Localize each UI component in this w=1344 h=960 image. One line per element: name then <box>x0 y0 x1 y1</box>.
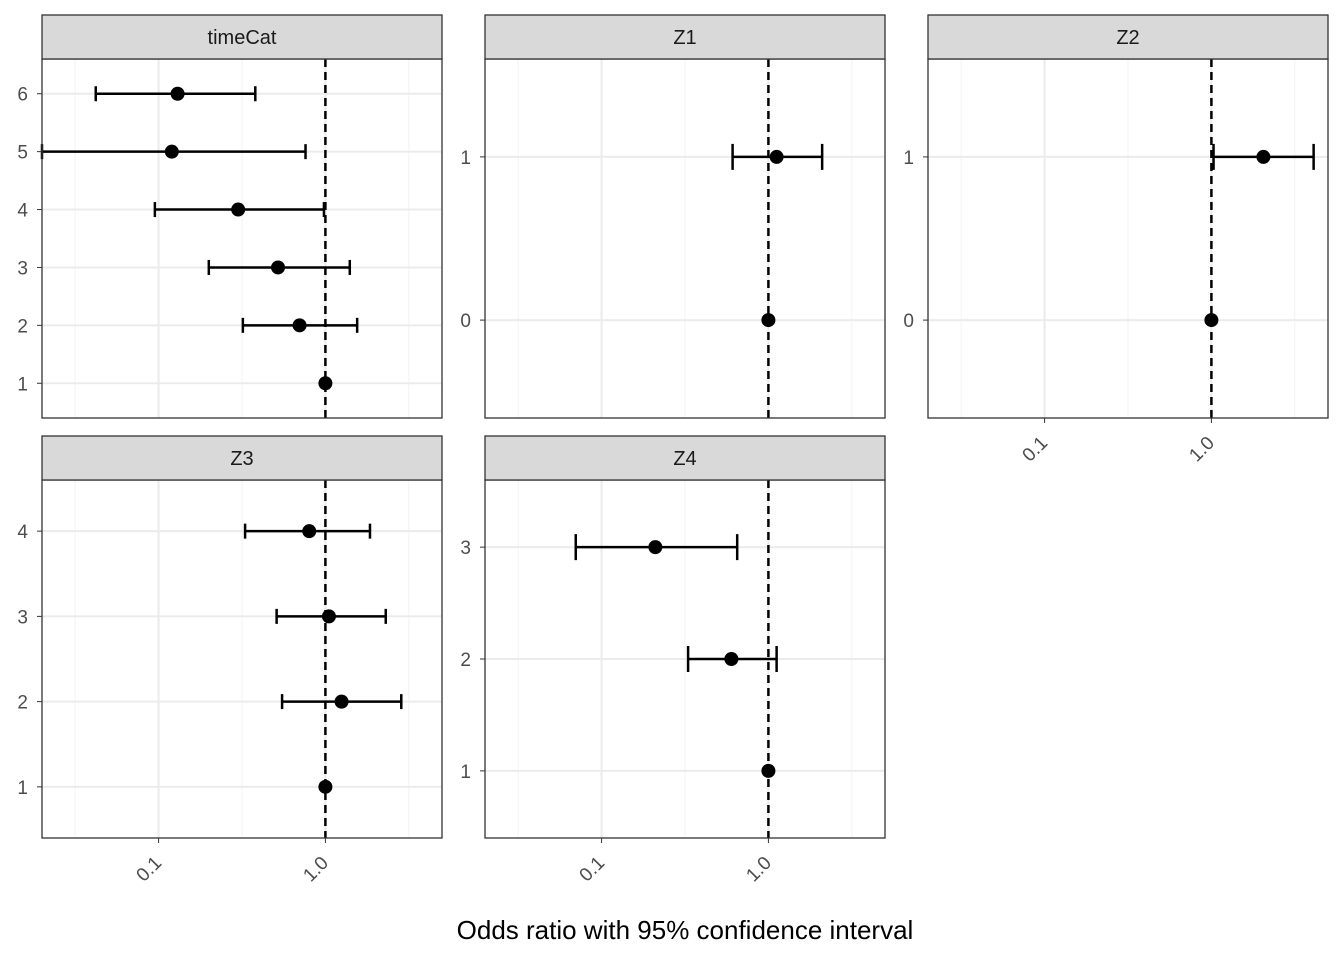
estimate-point <box>724 652 739 666</box>
x-tick-label: 0.1 <box>576 853 610 887</box>
y-tick-label: 1 <box>460 148 471 169</box>
y-tick-label: 0 <box>903 311 914 332</box>
y-tick-label: 4 <box>17 522 28 543</box>
x-axis-title: Odds ratio with 95% confidence interval <box>457 915 914 945</box>
y-tick-label: 5 <box>17 143 28 164</box>
strip-background <box>41 14 443 60</box>
estimate-point <box>318 779 333 794</box>
x-tick-label: 0.1 <box>133 853 167 887</box>
strip-background <box>484 14 886 60</box>
strip-label: Z2 <box>1116 27 1139 49</box>
estimate-point <box>231 202 246 217</box>
y-tick-label: 0 <box>460 311 471 332</box>
y-tick-label: 1 <box>460 762 471 783</box>
panel-z3: Z3 1 2 3 4 0.1 1.0 <box>17 435 443 887</box>
y-tick-label: 2 <box>460 650 471 671</box>
strip-label: Z4 <box>673 448 696 470</box>
estimate-point <box>769 149 784 164</box>
estimate-point <box>271 260 286 275</box>
estimate-point <box>334 694 349 709</box>
y-tick-label: 6 <box>17 85 28 106</box>
strip-label: timeCat <box>208 27 277 49</box>
y-tick-label: 2 <box>17 693 28 714</box>
estimate-point <box>318 376 333 391</box>
panel-z4: Z4 1 2 3 0.1 1.0 <box>460 435 886 887</box>
x-tick-label: 0.1 <box>1019 433 1053 467</box>
estimate-point <box>164 144 179 159</box>
strip-label: Z3 <box>230 448 253 470</box>
panel-z1: Z1 0 1 <box>460 14 886 419</box>
x-tick-label: 1.0 <box>1185 433 1219 467</box>
estimate-point <box>761 313 776 328</box>
estimate-point <box>761 763 776 778</box>
y-tick-label: 3 <box>17 258 28 279</box>
y-tick-label: 3 <box>17 607 28 628</box>
panel-z2: Z2 0 1 0.1 1.0 <box>903 14 1329 467</box>
estimate-point <box>302 524 317 539</box>
y-tick-label: 1 <box>17 778 28 799</box>
estimate-point <box>648 540 663 555</box>
estimate-point <box>1256 149 1271 164</box>
estimate-point <box>321 609 336 624</box>
y-tick-label: 1 <box>17 374 28 395</box>
estimate-point <box>170 86 185 101</box>
estimate-point <box>292 318 307 333</box>
strip-label: Z1 <box>673 27 696 49</box>
y-tick-label: 3 <box>460 538 471 559</box>
y-tick-label: 2 <box>17 316 28 337</box>
x-tick-label: 1.0 <box>742 853 776 887</box>
y-tick-label: 1 <box>903 148 914 169</box>
y-tick-label: 4 <box>17 201 28 222</box>
strip-background <box>484 435 886 481</box>
panel-timecat: timeCat 1 2 3 4 5 6 <box>17 14 443 419</box>
strip-background <box>927 14 1329 60</box>
x-tick-label: 1.0 <box>299 853 333 887</box>
estimate-point <box>1204 313 1219 328</box>
strip-background <box>41 435 443 481</box>
